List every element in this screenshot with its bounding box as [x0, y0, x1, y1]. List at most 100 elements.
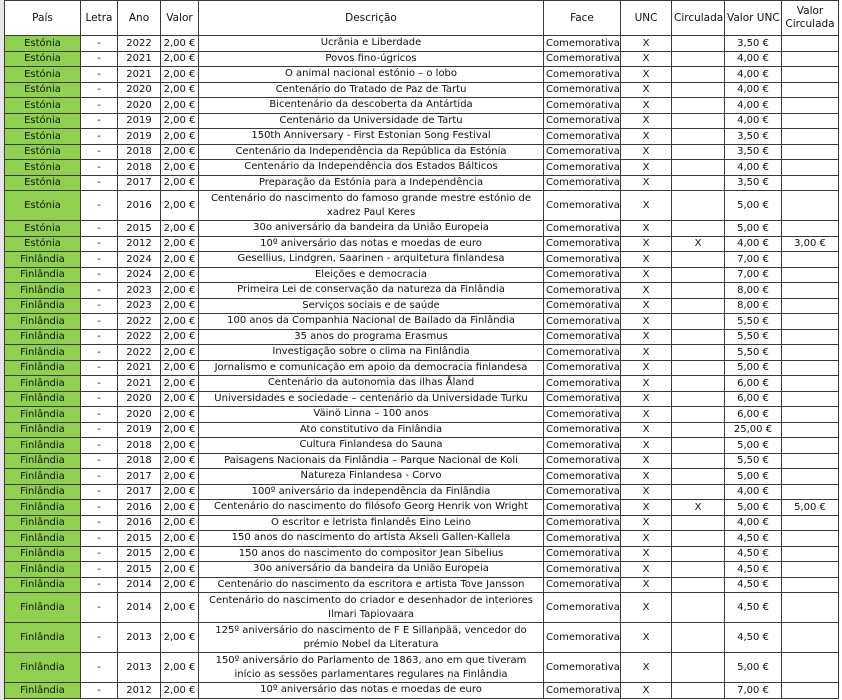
cell-unc[interactable]: X [620, 235, 672, 252]
cell-unc[interactable]: X [620, 561, 672, 578]
cell-valor-unc[interactable]: 5,50 € [724, 313, 782, 330]
cell-valor-unc[interactable]: 3,50 € [724, 174, 782, 191]
cell-letra[interactable]: - [80, 66, 118, 83]
cell-letra[interactable]: - [80, 390, 118, 407]
cell-valor-unc[interactable]: 7,00 € [724, 682, 782, 699]
cell-face[interactable]: Comemorativa [543, 499, 621, 516]
cell-valor-circulada[interactable] [781, 159, 839, 176]
cell-valor-circulada[interactable] [781, 359, 839, 376]
cell-valor[interactable]: 2,00 € [160, 561, 199, 578]
cell-unc[interactable]: X [620, 468, 672, 485]
cell-face[interactable]: Comemorativa [543, 220, 621, 237]
cell-descricao[interactable]: Ucrânia e Liberdade [198, 35, 544, 52]
cell-pais[interactable]: Finlândia [4, 406, 81, 423]
cell-valor-unc[interactable]: 5,00 € [724, 499, 782, 516]
cell-ano[interactable]: 2017 [117, 468, 161, 485]
cell-letra[interactable]: - [80, 514, 118, 531]
cell-pais[interactable]: Finlândia [4, 375, 81, 392]
cell-valor-circulada[interactable] [781, 592, 839, 623]
cell-letra[interactable]: - [80, 128, 118, 145]
cell-valor[interactable]: 2,00 € [160, 328, 199, 345]
header-letra[interactable]: Letra [80, 0, 118, 36]
cell-ano[interactable]: 2022 [117, 35, 161, 52]
cell-valor-circulada[interactable] [781, 421, 839, 438]
cell-descricao[interactable]: Serviços sociais e de saúde [198, 297, 544, 314]
cell-pais[interactable]: Estónia [4, 35, 81, 52]
cell-face[interactable]: Comemorativa [543, 406, 621, 423]
cell-circulada[interactable] [671, 344, 725, 361]
cell-descricao[interactable]: O escritor e letrista finlandês Eino Lei… [198, 514, 544, 531]
cell-valor[interactable]: 2,00 € [160, 483, 199, 500]
cell-letra[interactable]: - [80, 545, 118, 562]
cell-letra[interactable]: - [80, 682, 118, 699]
cell-descricao[interactable]: O animal nacional estónio – o lobo [198, 66, 544, 83]
cell-unc[interactable]: X [620, 159, 672, 176]
cell-descricao[interactable]: Paisagens Nacionais da Finlândia – Parqu… [198, 452, 544, 469]
cell-letra[interactable]: - [80, 159, 118, 176]
cell-face[interactable]: Comemorativa [543, 561, 621, 578]
cell-face[interactable]: Comemorativa [543, 592, 621, 623]
cell-valor-unc[interactable]: 5,50 € [724, 452, 782, 469]
cell-ano[interactable]: 2014 [117, 592, 161, 623]
cell-face[interactable]: Comemorativa [543, 66, 621, 83]
cell-valor-circulada[interactable] [781, 97, 839, 114]
cell-unc[interactable]: X [620, 483, 672, 500]
cell-face[interactable]: Comemorativa [543, 622, 621, 653]
cell-face[interactable]: Comemorativa [543, 297, 621, 314]
cell-ano[interactable]: 2020 [117, 81, 161, 98]
cell-unc[interactable]: X [620, 282, 672, 299]
cell-descricao[interactable]: Centenário do nascimento da escritora e … [198, 576, 544, 593]
cell-letra[interactable]: - [80, 266, 118, 283]
header-valor-unc[interactable]: Valor UNC [724, 0, 782, 36]
cell-unc[interactable]: X [620, 421, 672, 438]
cell-valor-unc[interactable]: 3,50 € [724, 35, 782, 52]
cell-circulada[interactable] [671, 81, 725, 98]
cell-letra[interactable]: - [80, 622, 118, 653]
cell-pais[interactable]: Finlândia [4, 359, 81, 376]
cell-circulada[interactable] [671, 313, 725, 330]
cell-ano[interactable]: 2020 [117, 390, 161, 407]
cell-pais[interactable]: Finlândia [4, 545, 81, 562]
cell-pais[interactable]: Estónia [4, 97, 81, 114]
cell-letra[interactable]: - [80, 313, 118, 330]
cell-valor[interactable]: 2,00 € [160, 622, 199, 653]
cell-face[interactable]: Comemorativa [543, 514, 621, 531]
cell-letra[interactable]: - [80, 452, 118, 469]
cell-letra[interactable]: - [80, 50, 118, 67]
cell-valor-unc[interactable]: 7,00 € [724, 266, 782, 283]
cell-pais[interactable]: Finlândia [4, 282, 81, 299]
cell-valor[interactable]: 2,00 € [160, 159, 199, 176]
cell-pais[interactable]: Finlândia [4, 452, 81, 469]
cell-valor-unc[interactable]: 5,50 € [724, 344, 782, 361]
cell-face[interactable]: Comemorativa [543, 652, 621, 683]
cell-descricao[interactable]: Centenário do nascimento do criador e de… [198, 592, 544, 623]
cell-unc[interactable]: X [620, 297, 672, 314]
cell-ano[interactable]: 2015 [117, 545, 161, 562]
cell-valor[interactable]: 2,00 € [160, 682, 199, 699]
cell-ano[interactable]: 2023 [117, 282, 161, 299]
cell-ano[interactable]: 2019 [117, 128, 161, 145]
cell-valor-circulada[interactable] [781, 452, 839, 469]
cell-letra[interactable]: - [80, 143, 118, 160]
cell-valor-circulada[interactable] [781, 514, 839, 531]
cell-letra[interactable]: - [80, 592, 118, 623]
cell-valor-unc[interactable]: 4,50 € [724, 592, 782, 623]
cell-valor-circulada[interactable]: 5,00 € [781, 499, 839, 516]
cell-pais[interactable]: Finlândia [4, 344, 81, 361]
cell-unc[interactable]: X [620, 112, 672, 129]
cell-valor[interactable]: 2,00 € [160, 282, 199, 299]
cell-valor[interactable]: 2,00 € [160, 235, 199, 252]
cell-valor-circulada[interactable] [781, 251, 839, 268]
cell-valor-circulada[interactable] [781, 682, 839, 699]
cell-valor-unc[interactable]: 6,00 € [724, 375, 782, 392]
cell-circulada[interactable] [671, 112, 725, 129]
cell-face[interactable]: Comemorativa [543, 359, 621, 376]
cell-ano[interactable]: 2017 [117, 483, 161, 500]
cell-valor-unc[interactable]: 5,00 € [724, 190, 782, 221]
cell-face[interactable]: Comemorativa [543, 328, 621, 345]
cell-pais[interactable]: Finlândia [4, 390, 81, 407]
cell-valor-circulada[interactable] [781, 530, 839, 547]
cell-letra[interactable]: - [80, 235, 118, 252]
cell-unc[interactable]: X [620, 174, 672, 191]
cell-valor-unc[interactable]: 4,00 € [724, 112, 782, 129]
